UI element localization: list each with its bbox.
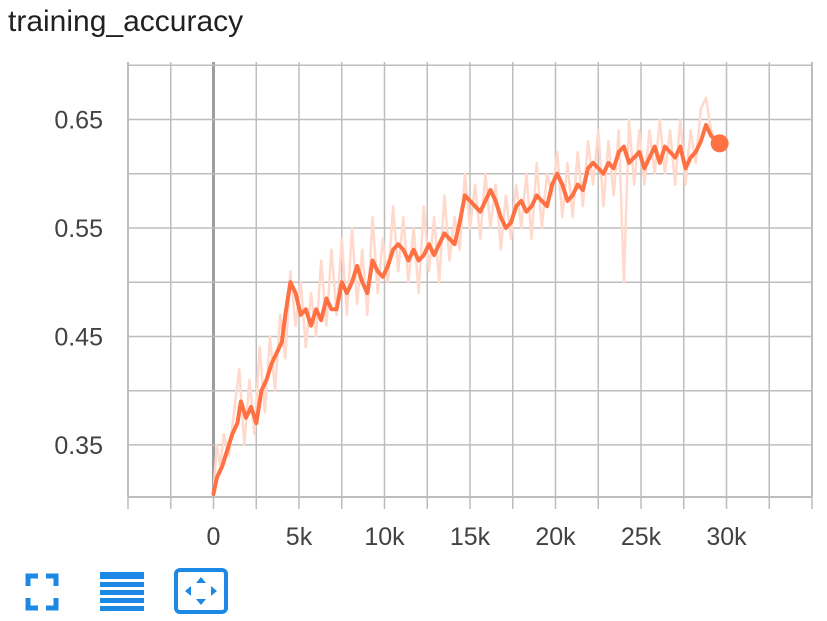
x-tick-label: 30k xyxy=(706,523,747,551)
fullscreen-button[interactable] xyxy=(22,568,62,616)
grid-lines xyxy=(127,62,813,509)
x-tick-label: 15k xyxy=(450,523,491,551)
fit-domain-icon xyxy=(174,568,228,614)
raw-series-line xyxy=(212,96,721,494)
x-tick-label: 20k xyxy=(535,523,576,551)
y-tick-label: 0.55 xyxy=(54,215,103,243)
x-tick-label: 5k xyxy=(286,523,313,551)
y-tick-label: 0.45 xyxy=(54,323,103,351)
toggle-lines-button[interactable] xyxy=(98,568,148,616)
smoothed-series xyxy=(211,122,722,496)
lines-icon xyxy=(100,572,144,611)
last-point-marker xyxy=(710,134,729,153)
x-tick-label: 25k xyxy=(621,523,662,551)
last-point xyxy=(710,134,729,153)
smoothed-series-line xyxy=(211,122,722,496)
line-chart: 0 5k 10k 15k 20k 25k 30k 0.35 0.45 0.55 0.65 xyxy=(54,62,813,551)
x-tick-label: 10k xyxy=(364,523,405,551)
fullscreen-icon xyxy=(25,573,59,611)
fit-domain-button[interactable] xyxy=(174,568,230,616)
y-tick-label: 0.65 xyxy=(54,106,103,134)
chart-toolbar xyxy=(22,568,252,616)
raw-series xyxy=(212,96,721,494)
y-tick-label: 0.35 xyxy=(54,432,103,460)
x-tick-label: 0 xyxy=(207,523,221,551)
chart-title: training_accuracy xyxy=(8,5,244,38)
axis-ticks: 0 5k 10k 15k 20k 25k 30k 0.35 0.45 0.55 0.65 xyxy=(54,106,747,551)
